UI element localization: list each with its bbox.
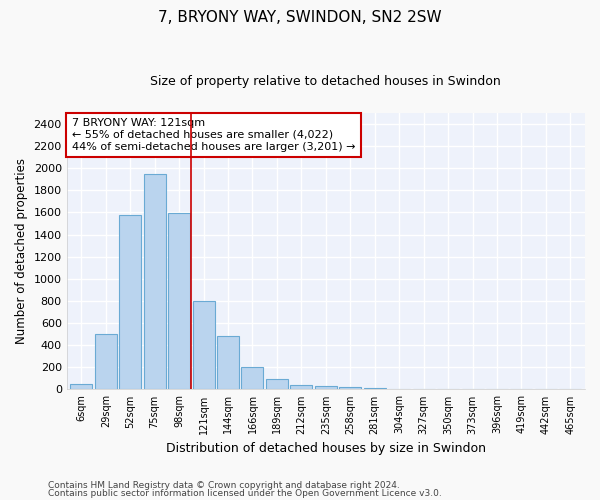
Text: Contains HM Land Registry data © Crown copyright and database right 2024.: Contains HM Land Registry data © Crown c… bbox=[48, 481, 400, 490]
Bar bbox=[364, 388, 386, 390]
Bar bbox=[315, 386, 337, 390]
Bar bbox=[241, 368, 263, 390]
Bar bbox=[266, 380, 288, 390]
Text: 7 BRYONY WAY: 121sqm
← 55% of detached houses are smaller (4,022)
44% of semi-de: 7 BRYONY WAY: 121sqm ← 55% of detached h… bbox=[72, 118, 355, 152]
Y-axis label: Number of detached properties: Number of detached properties bbox=[15, 158, 28, 344]
Title: Size of property relative to detached houses in Swindon: Size of property relative to detached ho… bbox=[151, 75, 501, 88]
Text: 7, BRYONY WAY, SWINDON, SN2 2SW: 7, BRYONY WAY, SWINDON, SN2 2SW bbox=[158, 10, 442, 25]
Bar bbox=[95, 334, 117, 390]
Bar bbox=[168, 214, 190, 390]
Bar bbox=[388, 389, 410, 390]
Bar bbox=[119, 214, 141, 390]
Bar bbox=[70, 384, 92, 390]
X-axis label: Distribution of detached houses by size in Swindon: Distribution of detached houses by size … bbox=[166, 442, 486, 455]
Bar bbox=[290, 385, 313, 390]
Bar bbox=[193, 301, 215, 390]
Bar bbox=[339, 387, 361, 390]
Bar bbox=[217, 336, 239, 390]
Bar bbox=[143, 174, 166, 390]
Text: Contains public sector information licensed under the Open Government Licence v3: Contains public sector information licen… bbox=[48, 488, 442, 498]
